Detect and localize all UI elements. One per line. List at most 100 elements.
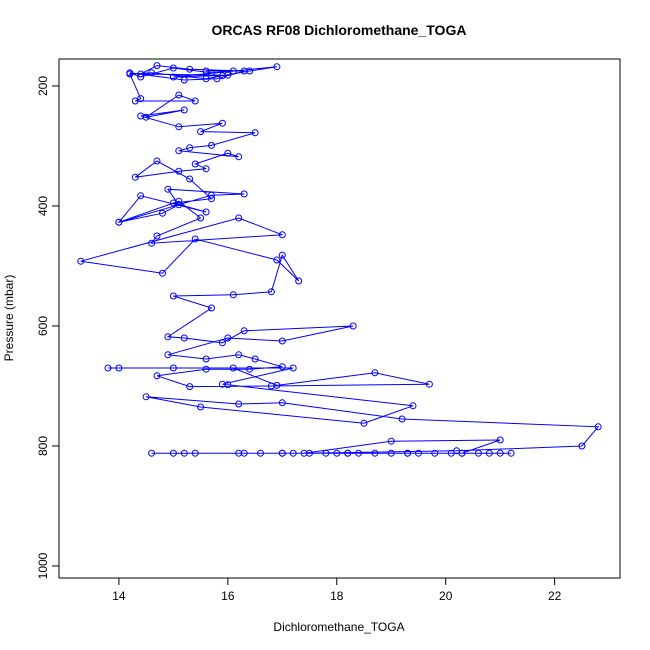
data-point	[333, 449, 341, 457]
data-point	[387, 437, 395, 445]
data-point	[175, 147, 183, 155]
data-point	[175, 123, 183, 131]
data-point	[267, 288, 275, 296]
data-point	[431, 449, 439, 457]
y-tick-label: 600	[36, 316, 50, 336]
data-point	[169, 364, 177, 372]
y-tick-label: 1000	[36, 552, 50, 579]
data-point	[164, 185, 172, 193]
data-point	[235, 400, 243, 408]
data-point	[202, 75, 210, 83]
data-point	[169, 199, 177, 207]
data-point	[153, 157, 161, 165]
data-point	[496, 436, 504, 444]
data-point	[404, 449, 412, 457]
data-point	[218, 380, 226, 388]
data-point	[278, 251, 286, 259]
data-point	[594, 423, 602, 431]
data-point	[137, 192, 145, 200]
data-point	[240, 190, 248, 198]
data-point	[180, 76, 188, 84]
data-point	[485, 449, 493, 457]
data-point	[77, 257, 85, 265]
data-point	[191, 97, 199, 105]
y-tick-label: 400	[36, 196, 50, 216]
data-point	[115, 364, 123, 372]
data-point	[289, 449, 297, 457]
data-point	[235, 351, 243, 359]
data-point	[202, 208, 210, 216]
data-point	[169, 449, 177, 457]
data-point	[175, 167, 183, 175]
series-line	[80, 65, 600, 454]
data-point	[148, 449, 156, 457]
data-point	[224, 334, 232, 342]
data-point	[137, 73, 145, 81]
data-point	[322, 449, 330, 457]
data-point	[360, 419, 368, 427]
data-point	[197, 403, 205, 411]
data-point	[142, 393, 150, 401]
x-axis-label: Dichloromethane_TOGA	[273, 620, 404, 634]
data-point	[169, 64, 177, 72]
data-point	[251, 355, 259, 363]
data-point	[224, 149, 232, 157]
data-point	[289, 364, 297, 372]
data-point	[126, 69, 134, 77]
y-tick-label: 800	[36, 436, 50, 456]
data-point	[474, 449, 482, 457]
data-point	[186, 383, 194, 391]
x-axis: 14 16 18 20 22	[112, 578, 562, 603]
data-point	[159, 209, 166, 217]
data-point	[159, 269, 166, 277]
data-point	[398, 415, 406, 423]
data-point	[371, 369, 379, 377]
data-point	[218, 72, 226, 80]
data-point	[257, 449, 264, 457]
y-axis: 200 400 600 800 1000	[36, 76, 59, 579]
data-point	[191, 160, 199, 168]
data-point	[104, 364, 112, 372]
data-point	[191, 235, 199, 243]
data-point	[180, 449, 188, 457]
data-point	[191, 449, 199, 457]
data-point	[202, 67, 210, 75]
x-tick-label: 20	[439, 589, 453, 603]
data-point	[387, 449, 395, 457]
data-point	[246, 365, 254, 373]
x-tick-label: 22	[548, 589, 562, 603]
data-point	[278, 231, 286, 239]
data-point	[278, 449, 286, 457]
data-point	[186, 65, 194, 73]
x-tick-label: 16	[221, 589, 235, 603]
plot-frame	[58, 58, 621, 579]
data-point	[507, 449, 515, 457]
data-point	[208, 141, 215, 149]
data-point	[208, 191, 215, 199]
data-point	[218, 339, 226, 347]
data-point	[208, 304, 215, 312]
data-point	[355, 449, 363, 457]
data-point	[153, 372, 161, 380]
data-point	[186, 144, 194, 152]
data-point	[164, 351, 172, 359]
data-point	[137, 70, 145, 78]
data-point	[224, 381, 232, 389]
data-point	[208, 195, 215, 203]
data-point	[278, 399, 286, 407]
data-point	[169, 292, 177, 300]
data-point	[251, 129, 259, 137]
data-point	[349, 322, 357, 330]
data-point	[131, 173, 139, 181]
data-point	[409, 402, 417, 410]
data-point	[415, 449, 422, 457]
data-point	[153, 62, 161, 70]
data-point	[425, 380, 433, 388]
data-point	[278, 337, 286, 345]
y-tick-label: 200	[36, 76, 50, 96]
data-point	[235, 214, 243, 222]
x-tick-label: 18	[330, 589, 344, 603]
data-point	[180, 106, 188, 114]
data-point	[295, 277, 303, 285]
